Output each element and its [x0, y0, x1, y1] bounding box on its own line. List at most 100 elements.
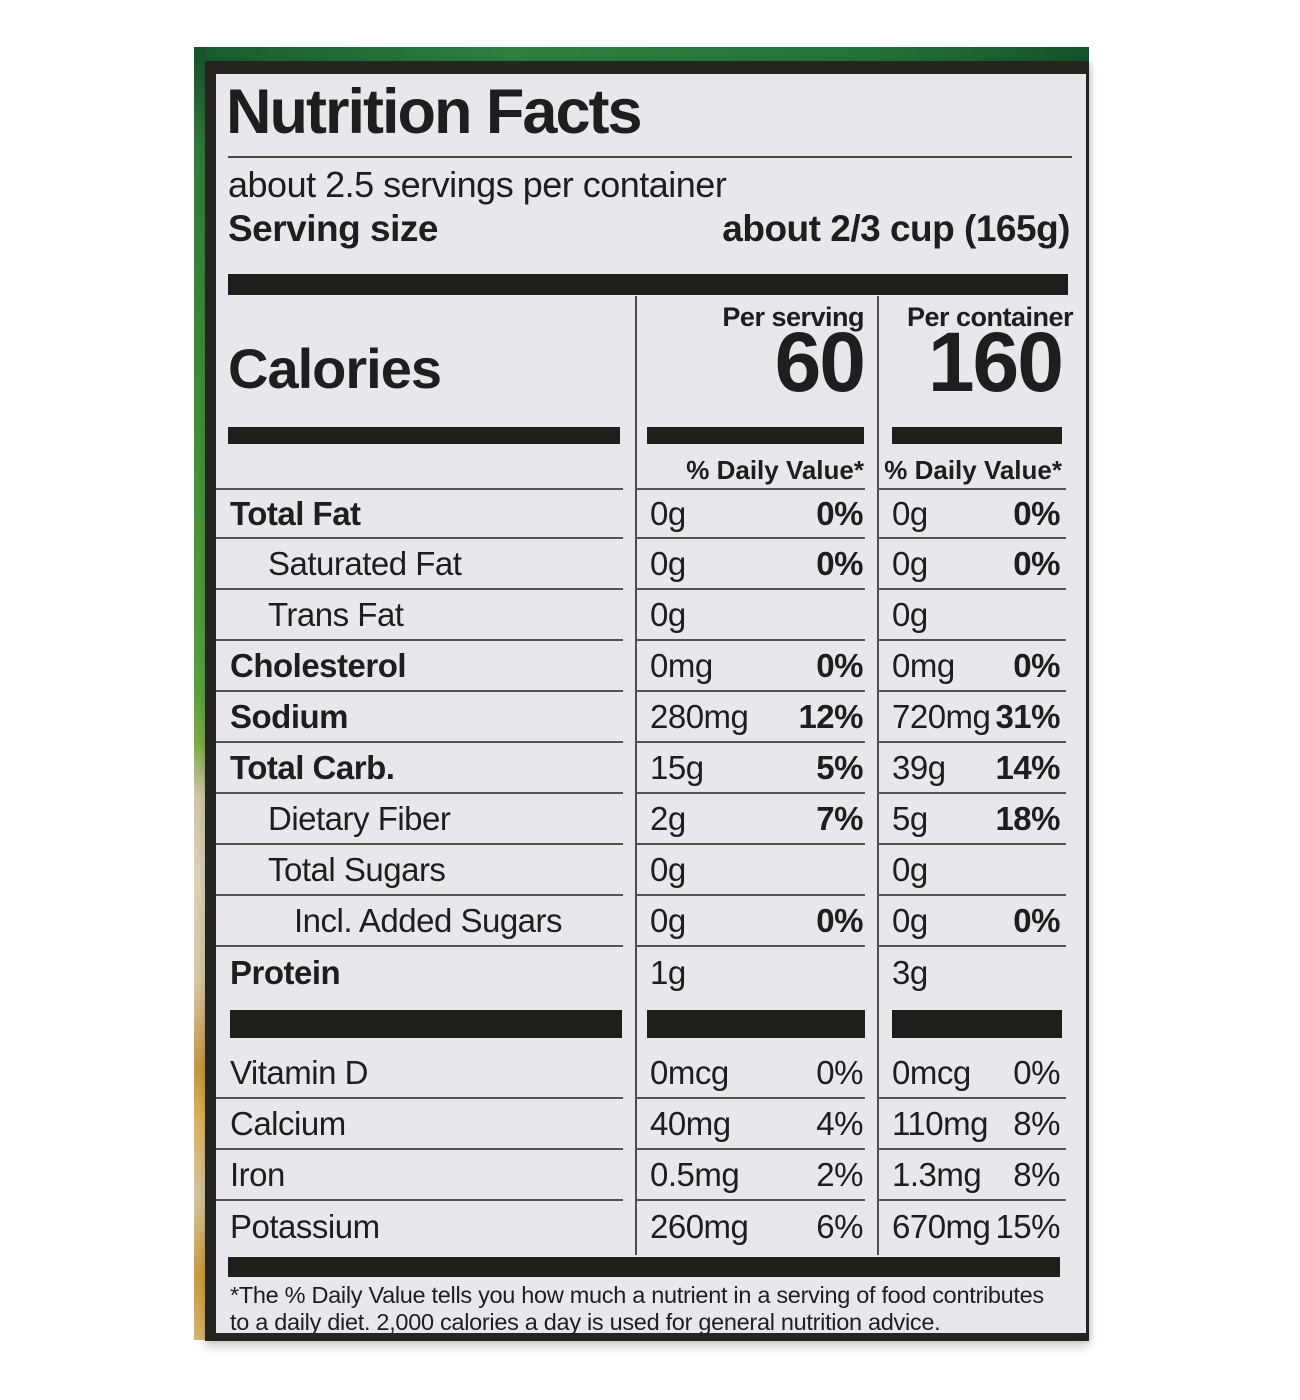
- nutrient-row: Sodium 280mg 12% 720mg 31%: [216, 692, 1086, 743]
- amount-per-container: 0g: [892, 494, 928, 532]
- per-serving-cell: 0g 0%: [635, 896, 865, 947]
- nutrient-row: Dietary Fiber 2g 7% 5g 18%: [216, 794, 1086, 845]
- can-edge-left-stripe: [194, 47, 206, 1340]
- nutrient-name: Vitamin D: [230, 1053, 368, 1091]
- amount-per-container: 0g: [892, 850, 928, 888]
- nutrient-name-cell: Total Sugars: [216, 845, 623, 896]
- label-content: Nutrition Facts about 2.5 servings per c…: [216, 74, 1086, 1336]
- mid-bar-container: [892, 1010, 1062, 1038]
- nutrient-row: Total Sugars 0g 0g: [216, 845, 1086, 896]
- dv-per-serving: 0%: [816, 1053, 863, 1091]
- dv-per-container: 31%: [995, 697, 1060, 735]
- dv-per-serving: 5%: [816, 748, 863, 786]
- can-edge-top-stripe: [203, 47, 1089, 63]
- amount-per-container: 0g: [892, 901, 928, 939]
- amount-per-container: 0mg: [892, 646, 955, 684]
- dv-per-serving: 0%: [816, 544, 863, 582]
- footnote-line-2: to a daily diet. 2,000 calories a day is…: [230, 1309, 941, 1335]
- per-container-cell: 0g 0%: [877, 896, 1066, 947]
- dv-per-container: 0%: [1013, 494, 1060, 532]
- mid-bar-serving: [647, 1010, 865, 1038]
- nutrient-row: Protein 1g 3g: [216, 947, 1086, 998]
- amount-per-serving: 260mg: [650, 1207, 749, 1245]
- per-serving-cell: 2g 7%: [635, 794, 865, 845]
- per-serving-cell: 0g 0%: [635, 488, 865, 539]
- per-serving-cell: 0mg 0%: [635, 641, 865, 692]
- column-divider-2: [877, 296, 879, 1255]
- per-container-cell: 110mg 8%: [877, 1099, 1066, 1150]
- amount-per-serving: 0mcg: [650, 1053, 729, 1091]
- amount-per-serving: 0g: [650, 494, 686, 532]
- amount-per-serving: 0mg: [650, 646, 713, 684]
- dv-per-container: 14%: [995, 748, 1060, 786]
- amount-per-container: 670mg: [892, 1207, 991, 1245]
- dv-per-container: 0%: [1013, 901, 1060, 939]
- nutrient-name: Trans Fat: [268, 595, 404, 633]
- nutrient-name: Iron: [230, 1155, 285, 1193]
- per-container-cell: 3g: [877, 947, 1066, 998]
- nutrient-name-cell: Sodium: [216, 692, 623, 743]
- calories-underbar-serving: [647, 427, 864, 444]
- per-serving-cell: 1g: [635, 947, 865, 998]
- footnote: *The % Daily Value tells you how much a …: [230, 1282, 1068, 1336]
- serving-size-value: about 2/3 cup (165g): [722, 208, 1070, 249]
- nutrient-name-cell: Total Fat: [216, 488, 623, 539]
- serving-size-row: Serving size about 2/3 cup (165g): [228, 208, 1070, 250]
- vitamin-row: Vitamin D 0mcg 0% 0mcg 0%: [216, 1048, 1086, 1099]
- nutrient-name-cell: Saturated Fat: [216, 539, 623, 590]
- per-serving-cell: 0g: [635, 845, 865, 896]
- nutrient-row: Incl. Added Sugars 0g 0% 0g 0%: [216, 896, 1086, 947]
- amount-per-container: 110mg: [892, 1104, 988, 1142]
- nutrient-name: Total Carb.: [230, 748, 395, 786]
- per-container-cell: 0g 0%: [877, 539, 1066, 590]
- per-container-cell: 670mg 15%: [877, 1201, 1066, 1252]
- per-container-cell: 0g: [877, 845, 1066, 896]
- dv-per-container: 15%: [995, 1207, 1060, 1245]
- servings-per-container: about 2.5 servings per container: [228, 164, 727, 205]
- daily-value-header-serving: % Daily Value*: [686, 455, 864, 485]
- nutrient-rows: Total Fat 0g 0% 0g 0% Saturated Fat 0g 0% 0g 0% Tr…: [216, 488, 1086, 998]
- dv-per-serving: 12%: [798, 697, 863, 735]
- nutrient-row: Total Carb. 15g 5% 39g 14%: [216, 743, 1086, 794]
- label-title: Nutrition Facts: [226, 77, 643, 147]
- nutrient-row: Cholesterol 0mg 0% 0mg 0%: [216, 641, 1086, 692]
- nutrient-name-cell: Vitamin D: [216, 1048, 623, 1099]
- amount-per-container: 720mg: [892, 697, 991, 735]
- amount-per-serving: 0g: [650, 901, 686, 939]
- dv-per-serving: 0%: [816, 494, 863, 532]
- mid-bar-left: [230, 1010, 622, 1038]
- dv-per-container: 8%: [1013, 1155, 1060, 1193]
- nutrient-name: Potassium: [230, 1207, 380, 1245]
- per-serving-cell: 0g: [635, 590, 865, 641]
- nutrient-name-cell: Calcium: [216, 1099, 623, 1150]
- amount-per-container: 0g: [892, 595, 928, 633]
- nutrient-name: Dietary Fiber: [268, 799, 451, 837]
- vitamin-row: Iron 0.5mg 2% 1.3mg 8%: [216, 1150, 1086, 1201]
- amount-per-container: 0mcg: [892, 1053, 971, 1091]
- dv-per-container: 0%: [1013, 646, 1060, 684]
- nutrient-row: Saturated Fat 0g 0% 0g 0%: [216, 539, 1086, 590]
- amount-per-serving: 1g: [650, 953, 686, 991]
- nutrition-facts-label: Nutrition Facts about 2.5 servings per c…: [205, 61, 1089, 1341]
- per-serving-cell: 280mg 12%: [635, 692, 865, 743]
- calories-per-container: 160: [927, 315, 1064, 409]
- separator-bar-bottom: [228, 1257, 1060, 1277]
- nutrient-name-cell: Cholesterol: [216, 641, 623, 692]
- amount-per-container: 0g: [892, 544, 928, 582]
- dv-per-serving: 2%: [816, 1155, 863, 1193]
- calories-underbar-container: [892, 427, 1062, 444]
- footnote-line-1: *The % Daily Value tells you how much a …: [230, 1282, 1044, 1308]
- nutrient-name: Incl. Added Sugars: [294, 901, 563, 939]
- per-container-cell: 720mg 31%: [877, 692, 1066, 743]
- per-serving-cell: 40mg 4%: [635, 1099, 865, 1150]
- amount-per-serving: 0g: [650, 595, 686, 633]
- amount-per-container: 5g: [892, 799, 928, 837]
- vitamin-row: Calcium 40mg 4% 110mg 8%: [216, 1099, 1086, 1150]
- nutrient-name: Cholesterol: [230, 646, 407, 684]
- nutrient-name: Protein: [230, 953, 341, 991]
- nutrient-name: Saturated Fat: [268, 544, 462, 582]
- vitamin-rows: Vitamin D 0mcg 0% 0mcg 0% Calcium 40mg 4% 110mg 8…: [216, 1048, 1086, 1252]
- amount-per-serving: 2g: [650, 799, 686, 837]
- nutrient-name: Total Sugars: [268, 850, 446, 888]
